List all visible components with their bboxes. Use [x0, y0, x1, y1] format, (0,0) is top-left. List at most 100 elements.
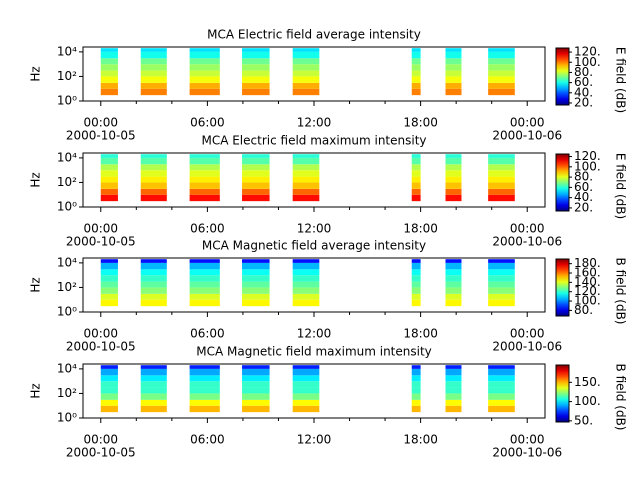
spectrogram-cell	[445, 368, 462, 376]
spectrogram-cell	[488, 154, 515, 158]
spectrogram-cell	[100, 287, 118, 294]
x-tick-date: 2000-10-06	[492, 446, 562, 460]
spectrogram-cell	[242, 381, 270, 388]
spectrogram-cell	[488, 293, 515, 300]
spectrogram-cell	[488, 70, 515, 77]
spectrogram-cell	[242, 287, 270, 294]
spectrogram-cell	[292, 275, 320, 282]
spectrogram-cell	[411, 399, 421, 406]
spectrogram-cell	[140, 393, 167, 400]
colorbar-tick-label: 100.	[574, 55, 601, 69]
spectrogram-cell	[411, 70, 421, 77]
panel-title: MCA Magnetic field average intensity	[202, 239, 426, 253]
colorbar-tick-label: 20.	[574, 95, 593, 109]
spectrogram-cell	[488, 51, 515, 59]
colorbar-tick-label: 120.	[574, 284, 601, 298]
spectrogram-cell	[292, 399, 320, 406]
spectrogram-cell	[140, 405, 167, 413]
spectrogram-cell	[445, 51, 462, 59]
spectrogram-cell	[189, 194, 220, 202]
spectrogram-cell	[189, 58, 220, 65]
spectrogram-cell	[411, 368, 421, 376]
spectrogram-cell	[488, 399, 515, 406]
spectrogram-cell	[292, 365, 320, 369]
colorbar-tick-label: 150.	[574, 375, 601, 389]
x-tick-date: 2000-10-05	[66, 340, 136, 354]
spectrogram-cell	[100, 275, 118, 282]
spectrogram-cell	[189, 164, 220, 171]
spectrogram-cell	[445, 287, 462, 294]
spectrogram-cell	[100, 48, 118, 52]
spectrogram-cell	[445, 393, 462, 400]
spectrogram-cell	[242, 393, 270, 400]
spectrogram-cell	[189, 157, 220, 165]
spectrogram-cell	[242, 194, 270, 202]
x-tick-label: 00:00	[83, 327, 118, 341]
y-axis-label: Hz	[29, 277, 43, 292]
panel-title: MCA Electric field maximum intensity	[201, 134, 426, 148]
spectrogram-cell	[445, 164, 462, 171]
y-tick-label: 10⁴	[57, 150, 77, 164]
spectrogram-cell	[242, 48, 270, 52]
spectrogram-cell	[292, 194, 320, 202]
spectrogram-cell	[189, 368, 220, 376]
spectrogram-cell	[100, 381, 118, 388]
spectrogram-cell	[445, 281, 462, 288]
spectrogram-cell	[140, 293, 167, 300]
y-tick-label: 10⁰	[57, 411, 77, 425]
spectrogram-cell	[100, 405, 118, 413]
spectrogram-cell	[100, 88, 118, 96]
spectrogram-cell	[100, 375, 118, 382]
x-tick-label: 06:00	[190, 327, 225, 341]
spectrogram-cell	[445, 399, 462, 406]
spectrogram-cell	[292, 58, 320, 65]
spectrogram-cell	[411, 182, 421, 189]
spectrogram-cell	[488, 368, 515, 376]
spectrogram-cell	[140, 368, 167, 376]
spectrogram-cell	[140, 70, 167, 77]
spectrogram-cell	[189, 70, 220, 77]
spectrogram-cell	[292, 387, 320, 394]
spectrogram-cell	[189, 375, 220, 382]
spectrogram-cell	[189, 381, 220, 388]
spectrogram-cell	[100, 70, 118, 77]
x-tick-label: 12:00	[297, 433, 332, 447]
spectrogram-cell	[411, 170, 421, 177]
spectrogram-cell	[189, 51, 220, 59]
spectrogram-cell	[488, 188, 515, 195]
spectrogram-cell	[445, 387, 462, 394]
spectrogram-cell	[445, 154, 462, 158]
spectrogram-cell	[100, 387, 118, 394]
colorbar-tick-label: 40.	[574, 85, 593, 99]
spectrogram-cell	[242, 299, 270, 307]
spectrogram-cell	[411, 375, 421, 382]
spectrogram-cell	[445, 176, 462, 183]
spectrogram-cell	[242, 281, 270, 288]
spectrogram-cell	[189, 275, 220, 282]
spectrogram-cell	[140, 259, 167, 263]
spectrogram-cell	[445, 194, 462, 202]
spectrogram-cell	[292, 154, 320, 158]
spectrogram-cell	[100, 293, 118, 300]
spectrogram-cell	[445, 88, 462, 96]
spectrogram-cell	[445, 365, 462, 369]
y-axis-label: Hz	[29, 383, 43, 398]
spectrogram-cell	[488, 281, 515, 288]
spectrogram-cell	[488, 375, 515, 382]
spectrogram-cell	[488, 269, 515, 276]
y-tick-label: 10²	[57, 386, 77, 400]
spectrogram-cell	[140, 188, 167, 195]
spectrogram-cell	[292, 281, 320, 288]
spectrogram-cell	[242, 262, 270, 270]
spectrogram-cell	[292, 269, 320, 276]
panel-title: MCA Magnetic field maximum intensity	[196, 345, 432, 359]
spectrogram-cell	[100, 176, 118, 183]
spectrogram-cell	[100, 58, 118, 65]
y-tick-label: 10⁰	[57, 200, 77, 214]
spectrogram-cell	[242, 70, 270, 77]
spectrogram-cell	[242, 51, 270, 59]
spectrogram-cell	[100, 188, 118, 195]
spectrogram-cell	[292, 262, 320, 270]
spectrogram-cell	[242, 275, 270, 282]
